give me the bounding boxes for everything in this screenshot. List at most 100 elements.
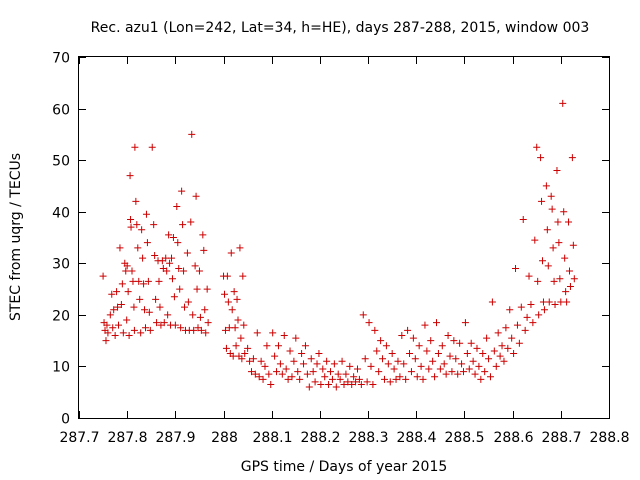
data-point	[369, 380, 377, 388]
data-point	[325, 380, 333, 388]
data-point	[269, 329, 277, 337]
data-point	[130, 303, 138, 311]
data-point	[133, 221, 141, 229]
data-point	[232, 342, 240, 350]
data-point	[253, 329, 261, 337]
data-points	[99, 99, 578, 391]
data-point	[386, 378, 394, 386]
data-point	[566, 282, 574, 290]
data-point	[195, 267, 203, 275]
data-point	[290, 357, 298, 365]
data-point	[549, 244, 557, 252]
data-point	[104, 329, 112, 337]
data-point	[523, 313, 531, 321]
data-point	[178, 187, 186, 195]
data-point	[346, 362, 354, 370]
data-point	[421, 321, 429, 329]
y-tick-label: 10	[52, 360, 70, 376]
data-point	[288, 373, 296, 381]
data-point	[477, 375, 485, 383]
data-point	[384, 360, 392, 368]
data-point	[177, 324, 185, 332]
data-point	[251, 370, 259, 378]
data-point	[115, 321, 123, 329]
data-point	[398, 331, 406, 339]
data-point	[459, 368, 467, 376]
data-point	[406, 350, 414, 358]
data-point	[143, 239, 151, 247]
data-point	[117, 301, 125, 309]
data-point	[123, 262, 131, 270]
data-point	[166, 259, 174, 267]
data-point	[122, 267, 130, 275]
data-point	[355, 375, 363, 383]
data-point	[221, 290, 229, 298]
data-point	[259, 375, 267, 383]
data-point	[498, 342, 506, 350]
data-point	[227, 249, 235, 257]
data-point	[315, 350, 323, 358]
data-point	[429, 357, 437, 365]
data-point	[456, 339, 464, 347]
data-point	[286, 347, 294, 355]
data-point	[467, 339, 475, 347]
data-point	[425, 365, 433, 373]
data-point	[423, 347, 431, 355]
data-point	[301, 342, 309, 350]
data-point	[187, 218, 195, 226]
data-point	[565, 267, 573, 275]
data-point	[249, 355, 257, 363]
data-point	[155, 277, 163, 285]
data-point	[236, 244, 244, 252]
data-point	[305, 383, 313, 391]
data-point	[438, 342, 446, 350]
data-point	[168, 254, 176, 262]
data-point	[140, 280, 148, 288]
data-point	[255, 373, 263, 381]
data-point	[486, 373, 494, 381]
data-point	[142, 210, 150, 218]
data-point	[257, 357, 265, 365]
data-point	[340, 380, 348, 388]
data-point	[352, 378, 360, 386]
data-point	[373, 347, 381, 355]
data-point	[565, 218, 573, 226]
data-point	[307, 355, 315, 363]
data-point	[569, 241, 577, 249]
data-point	[388, 350, 396, 358]
data-point	[238, 355, 246, 363]
data-point	[319, 365, 327, 373]
data-point	[267, 380, 275, 388]
data-point	[137, 329, 145, 337]
data-point	[448, 368, 456, 376]
data-point	[502, 324, 510, 332]
data-point	[261, 362, 269, 370]
data-point	[409, 334, 417, 342]
data-point	[168, 275, 176, 283]
data-point	[454, 370, 462, 378]
data-point	[241, 350, 249, 358]
data-point	[508, 334, 516, 342]
data-point	[108, 290, 116, 298]
x-tick-label: 288.7	[541, 430, 581, 446]
data-point	[200, 246, 208, 254]
data-point	[363, 378, 371, 386]
data-point	[512, 264, 520, 272]
x-tick-label: 288	[211, 430, 238, 446]
data-point	[334, 370, 342, 378]
data-point	[547, 192, 555, 200]
data-point	[280, 331, 288, 339]
data-point	[407, 368, 415, 376]
x-tick-label: 287.7	[59, 430, 99, 446]
data-point	[296, 375, 304, 383]
data-point	[440, 360, 448, 368]
data-point	[174, 239, 182, 247]
data-point	[338, 357, 346, 365]
data-point	[556, 275, 564, 283]
data-point	[203, 285, 211, 293]
data-point	[321, 373, 329, 381]
data-point	[110, 306, 118, 314]
data-point	[153, 319, 161, 327]
data-point	[544, 262, 552, 270]
data-point	[145, 308, 153, 316]
